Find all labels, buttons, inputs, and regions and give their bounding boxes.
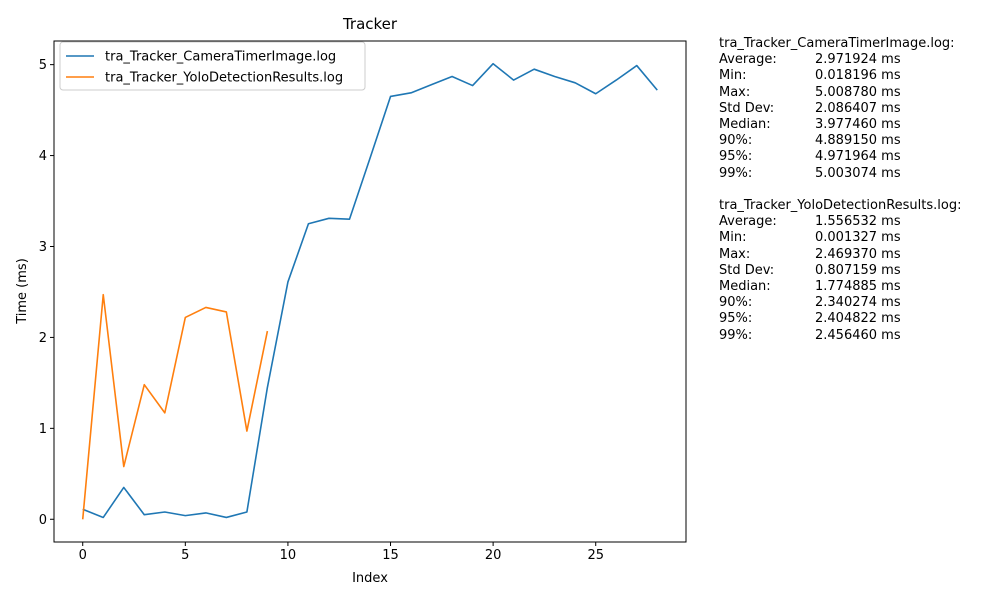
y-tick-label: 1 [39,422,47,437]
stats-value: 4.889150 ms [815,133,901,149]
x-tick-label: 15 [382,548,399,563]
legend-label: tra_Tracker_CameraTimerImage.log [105,50,336,65]
stats-block: tra_Tracker_CameraTimerImage.log: Average… [719,36,961,182]
y-tick-label: 2 [39,331,47,346]
legend: tra_Tracker_CameraTimerImage.log tra_Trac… [59,41,366,91]
stats-value: 2.340274 ms [815,295,901,311]
x-tick-label: 25 [587,548,604,563]
stats-row: Max: 5.008780 ms [719,85,961,101]
stats-label: Min: [719,68,747,84]
series-line-2 [81,293,269,520]
stats-value: 5.008780 ms [815,84,901,100]
x-axis: 0 5 10 15 20 25 [79,542,604,563]
stats-label: Max: [719,246,751,262]
stats-label: Std Dev: [719,100,775,116]
stats-value: 2.086407 ms [815,100,901,116]
stats-row: Median: 3.977460 ms [719,117,961,133]
stats-label: 99%: [719,327,753,343]
stats-value: 2.469370 ms [815,246,901,262]
stats-row: 95%: 2.404822 ms [719,311,961,327]
stats-file-name: tra_Tracker_CameraTimerImage.log: [719,36,955,51]
chart-title: Tracker [342,15,398,33]
stats-value: 2.971924 ms [815,52,901,68]
stats-label: 90%: [719,133,753,149]
stats-row: Average: 2.971924 ms [719,52,961,68]
stats-value: 1.556532 ms [815,214,901,230]
stats-label: Average: [719,214,777,230]
stats-row: Std Dev: 2.086407 ms [719,101,961,117]
stats-row: 90%: 2.340274 ms [719,295,961,311]
series-layer [81,62,658,520]
y-tick-label: 0 [39,513,47,528]
stats-block: tra_Tracker_YoloDetectionResults.log: Ave… [719,198,961,344]
y-axis-label: Time (ms) [15,258,30,325]
series-line-1 [82,62,658,519]
stats-row: Median: 1.774885 ms [719,279,961,295]
stats-label: Min: [719,230,747,246]
stats-value: 4.971964 ms [815,149,901,165]
stats-label: Std Dev: [719,262,775,278]
stats-label: 99%: [719,165,753,181]
x-tick-label: 20 [485,548,502,563]
x-tick-label: 10 [280,548,297,563]
stats-row: 90%: 4.889150 ms [719,133,961,149]
stats-value: 0.001327 ms [815,230,901,246]
x-axis-label: Index [352,571,388,586]
stats-file-name: tra_Tracker_YoloDetectionResults.log: [719,198,962,214]
stats-value: 0.807159 ms [815,262,901,278]
y-tick-label: 3 [39,240,47,255]
stats-label: Median: [719,117,771,133]
stats-label: 95%: [719,149,753,165]
stats-row: 99%: 2.456460 ms [719,328,961,344]
y-tick-label: 5 [39,58,47,73]
legend-label: tra_Tracker_YoloDetectionResults.log [105,71,343,86]
stats-value: 3.977460 ms [815,117,901,133]
x-tick-label: 5 [181,548,189,563]
stats-value: 2.404822 ms [815,311,901,327]
stats-row: 95%: 4.971964 ms [719,149,961,165]
stats-row: Min: 0.018196 ms [719,68,961,84]
stats-row: Average: 1.556532 ms [719,214,961,230]
stats-panel: tra_Tracker_CameraTimerImage.log: Average… [719,36,961,360]
stats-label: Median: [719,279,771,295]
stats-row: Max: 2.469370 ms [719,247,961,263]
plot-area-frame [53,40,687,543]
stats-value: 1.774885 ms [815,279,901,295]
stats-value: 5.003074 ms [815,165,901,181]
stats-label: 95%: [719,311,753,327]
x-tick-label: 0 [79,548,87,563]
stats-label: Max: [719,84,751,100]
legend-box [59,41,366,91]
stats-value: 0.018196 ms [815,68,901,84]
stats-row: 99%: 5.003074 ms [719,166,961,182]
stats-label: 90%: [719,295,753,311]
stats-row: Min: 0.001327 ms [719,230,961,246]
y-tick-label: 4 [39,149,47,164]
y-axis: 0 1 2 3 4 5 [39,58,54,528]
stats-value: 2.456460 ms [815,327,901,343]
stats-label: Average: [719,52,777,68]
stats-row: Std Dev: 0.807159 ms [719,263,961,279]
